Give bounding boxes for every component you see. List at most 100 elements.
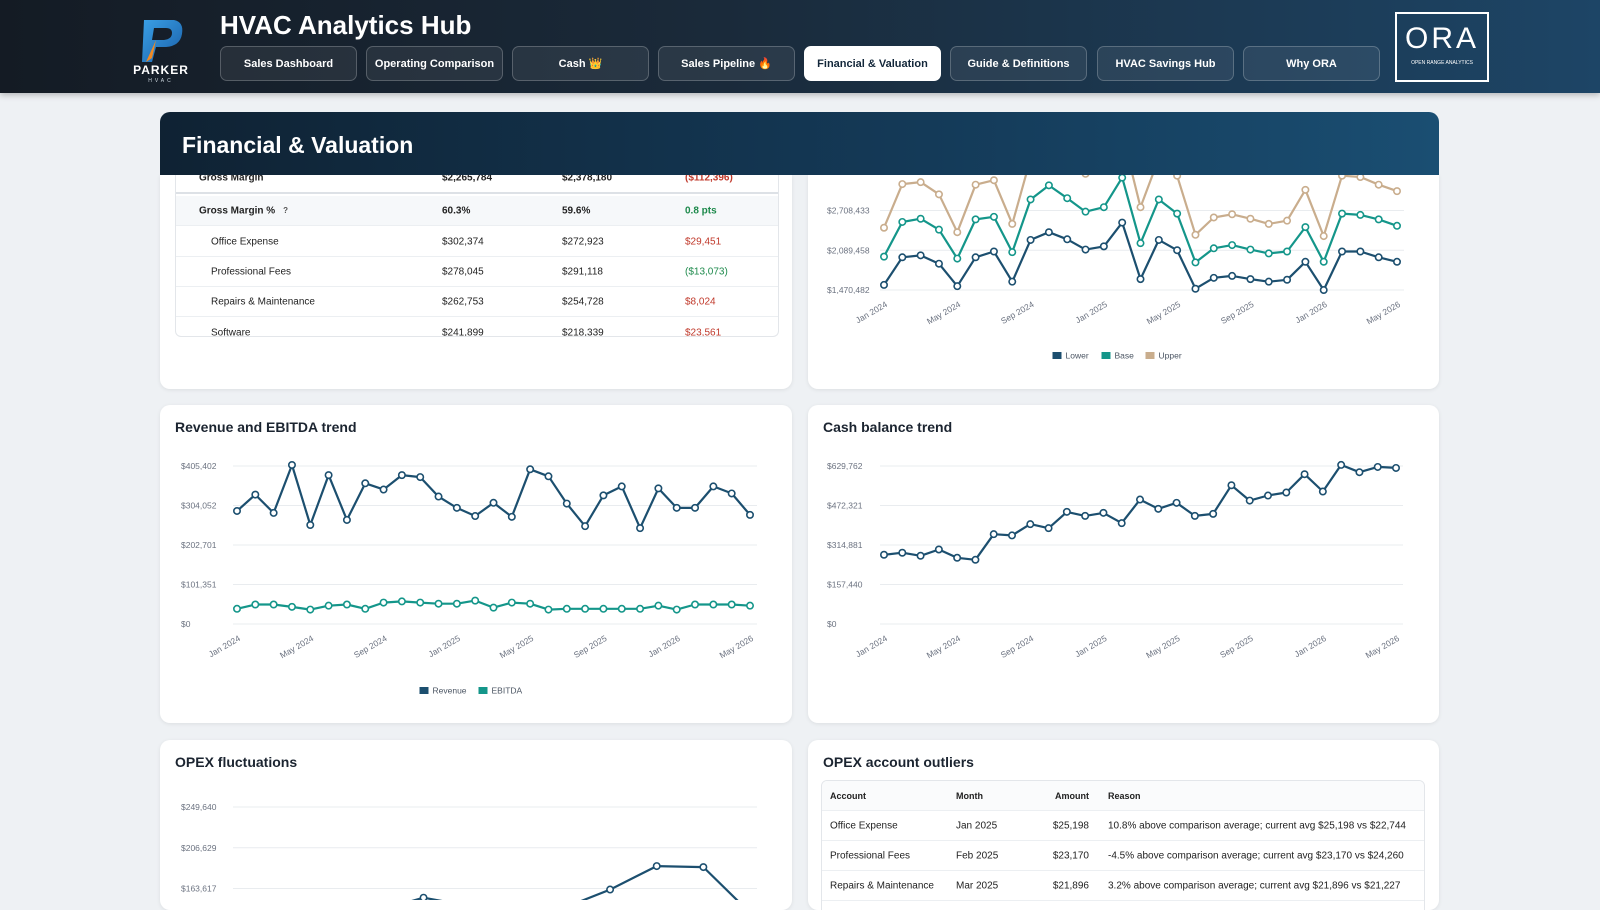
legend-label: Upper: [1159, 351, 1182, 361]
x-tick-label: May 2024: [925, 633, 963, 660]
nav-button[interactable]: Guide & Definitions: [950, 46, 1087, 81]
legend-swatch: [1145, 352, 1155, 359]
data-point: [1301, 257, 1310, 266]
section-title: Financial & Valuation: [182, 132, 414, 158]
data-point: [233, 604, 242, 613]
data-point: [1209, 244, 1218, 253]
nav-button[interactable]: HVAC Savings Hub: [1097, 46, 1234, 81]
table-row: Office Expense Jan 2025 $25,198 10.8% above…: [822, 811, 1424, 841]
cell: $2,378,180: [562, 175, 613, 184]
data-point: [654, 484, 663, 493]
table-row: Professional Fees $278,045 $291,118 ($13,07…: [176, 257, 778, 287]
data-point: [342, 515, 351, 524]
nav-button[interactable]: Sales Pipeline 🔥: [658, 46, 795, 81]
logo-name: PARKER: [133, 63, 189, 77]
x-tick-label: May 2025: [1145, 299, 1183, 326]
data-point: [880, 550, 889, 559]
data-point: [1264, 219, 1273, 228]
data-point: [1373, 462, 1382, 471]
cell: $218,339: [562, 327, 604, 337]
data-point: [397, 597, 406, 606]
data-point: [233, 506, 242, 515]
cell: $262,753: [442, 296, 484, 307]
x-tick-label: Jan 2024: [207, 633, 243, 659]
cell: $291,118: [562, 266, 603, 277]
nav-button-active[interactable]: Financial & Valuation: [804, 46, 941, 81]
data-point: [1136, 239, 1145, 248]
data-point: [1283, 247, 1292, 256]
data-point: [971, 555, 980, 564]
cell: Jan 2025: [956, 820, 998, 831]
data-point: [1209, 213, 1218, 222]
table-row: Professional Fees Feb 2025 $23,170 -4.5% ab…: [822, 841, 1424, 871]
data-point: [324, 471, 333, 480]
nav-button[interactable]: Sales Dashboard: [220, 46, 357, 81]
data-point: [452, 503, 461, 512]
data-point: [1283, 275, 1292, 284]
data-point: [916, 251, 925, 260]
x-tick-label: Jan 2026: [1293, 633, 1329, 659]
data-point: [1209, 509, 1218, 518]
y-tick-label: $206,629: [181, 843, 217, 853]
data-point: [1099, 242, 1108, 251]
data-point: [1338, 247, 1347, 256]
data-point: [1209, 273, 1218, 282]
data-point: [1191, 258, 1200, 267]
y-tick-label: $405,402: [181, 461, 217, 471]
data-point: [1154, 235, 1163, 244]
y-tick-label: $472,321: [827, 501, 863, 511]
data-point: [1282, 488, 1291, 497]
outliers-table: Account Month Amount Reason Office Expense Ja…: [821, 780, 1425, 910]
data-point: [916, 178, 925, 187]
data-point: [709, 600, 718, 609]
x-tick-label: May 2026: [1364, 633, 1402, 660]
data-point: [989, 176, 998, 185]
data-point: [989, 247, 998, 256]
data-point: [1191, 230, 1200, 239]
cell: ($112,396): [685, 175, 733, 184]
cell: 60.3%: [442, 205, 471, 216]
data-point: [1191, 284, 1200, 293]
data-point: [898, 548, 907, 557]
y-tick-label: $157,440: [827, 580, 863, 590]
legend-swatch: [419, 687, 429, 694]
data-point: [416, 598, 425, 607]
y-tick-label: $101,351: [181, 579, 217, 589]
data-point: [1301, 223, 1310, 232]
logo: PARKER HVAC: [133, 20, 189, 84]
data-point: [452, 599, 461, 608]
data-point: [1044, 524, 1053, 533]
nav-button[interactable]: Why ORA: [1243, 46, 1380, 81]
series-line: [411, 865, 739, 900]
data-point: [251, 490, 260, 499]
table-row: Office Expense $302,374 $272,923 $29,451: [176, 227, 778, 257]
data-point: [1136, 275, 1145, 284]
data-point: [361, 604, 370, 613]
data-point: [1190, 511, 1199, 520]
row-label: Professional Fees: [211, 266, 292, 277]
data-point: [1081, 511, 1090, 520]
data-point: [898, 217, 907, 226]
x-tick-label: Jan 2025: [427, 633, 463, 659]
data-point: [1172, 498, 1181, 507]
cell: $23,561: [685, 327, 722, 337]
data-point: [1008, 219, 1017, 228]
x-tick-label: Jan 2026: [1293, 299, 1329, 325]
data-point: [416, 473, 425, 482]
nav-button[interactable]: Operating Comparison: [366, 46, 503, 81]
data-point: [434, 492, 443, 501]
data-point: [1374, 215, 1383, 224]
data-point: [1319, 286, 1328, 295]
data-point: [1263, 491, 1272, 500]
data-point: [471, 596, 480, 605]
x-tick-label: Jan 2024: [854, 633, 890, 659]
cell: Professional Fees: [830, 850, 911, 861]
nav-button[interactable]: Cash 👑: [512, 46, 649, 81]
data-point: [1246, 214, 1255, 223]
data-point: [269, 600, 278, 609]
y-tick-label: $163,617: [181, 884, 217, 894]
section-banner: Financial & Valuation: [160, 112, 1439, 175]
y-tick-label: $202,701: [181, 540, 217, 550]
data-point: [971, 180, 980, 189]
